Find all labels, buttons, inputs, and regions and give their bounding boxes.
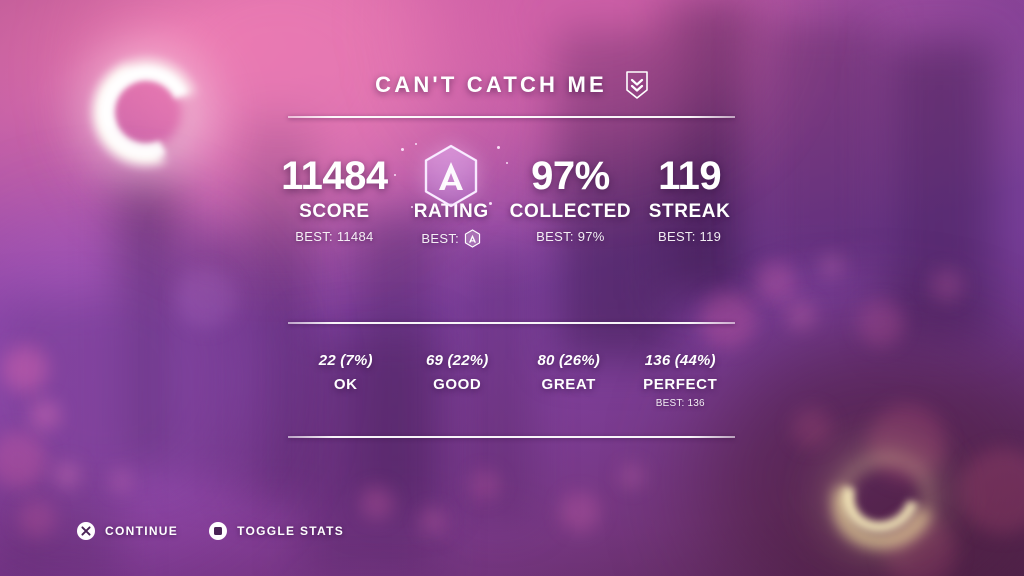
stat-rating-best-text: BEST:: [421, 231, 460, 246]
judgement-good-label: GOOD: [433, 376, 482, 393]
touchpad-button-icon: [209, 522, 228, 540]
stat-collected: 97% COLLECTED BEST: 97%: [510, 152, 632, 244]
judgement-good-count: 69 (22%): [426, 352, 489, 369]
continue-button-label: CONTINUE: [105, 524, 179, 538]
divider-bottom: [288, 436, 735, 438]
stat-score-best-text: BEST: 11484: [295, 229, 374, 244]
stat-score-label: SCORE: [299, 201, 370, 222]
page-title: CAN'T CATCH ME: [375, 72, 607, 97]
judgement-ok-label: OK: [333, 376, 358, 393]
judgement-ok-count: 22 (7%): [318, 352, 373, 369]
judgement-perfect-best: BEST: 136: [655, 398, 705, 409]
judgement-perfect-count: 136 (44%): [644, 352, 716, 369]
stat-rating-best: BEST:: [393, 229, 510, 248]
judgement-breakdown: 22 (7%) OK 69 (22%) GOOD 80 (26%) GREAT …: [290, 352, 736, 422]
stat-streak-best-text: BEST: 119: [658, 229, 722, 244]
divider-middle: [288, 322, 735, 324]
stat-streak-best: BEST: 119: [631, 229, 748, 244]
judgement-great-count: 80 (26%): [537, 352, 600, 369]
judgement-great-label: GREAT: [541, 376, 596, 393]
continue-button[interactable]: CONTINUE: [76, 521, 178, 541]
judgement-perfect: 136 (44%) PERFECT BEST: 136: [625, 352, 737, 409]
stat-collected-best: BEST: 97%: [510, 229, 632, 244]
stat-collected-value: 97%: [531, 154, 610, 198]
stat-streak-label: STREAK: [648, 201, 731, 222]
stat-collected-best-text: BEST: 97%: [536, 229, 605, 244]
toggle-stats-button[interactable]: TOGGLE STATS: [208, 521, 344, 541]
button-prompts: CONTINUE TOGGLE STATS: [76, 521, 344, 541]
judgement-perfect-label: PERFECT: [643, 376, 718, 393]
rating-hexagon-a-icon: [425, 144, 478, 208]
summary-stats: 11484 SCORE BEST: 11484: [276, 143, 748, 272]
double-chevron-shield-icon: [625, 70, 649, 100]
header: CAN'T CATCH ME: [0, 70, 1024, 100]
stat-rating-label: RATING: [413, 201, 489, 222]
best-rating-hexagon-a-icon: [464, 229, 481, 248]
stat-rating: RATING BEST:: [393, 143, 510, 248]
toggle-stats-button-label: TOGGLE STATS: [237, 524, 345, 538]
stat-streak: 119 STREAK BEST: 119: [631, 152, 748, 244]
judgement-ok: 22 (7%) OK: [290, 352, 402, 398]
cross-button-icon: [77, 522, 95, 540]
judgement-good: 69 (22%) GOOD: [402, 352, 514, 398]
judgement-great: 80 (26%) GREAT: [513, 352, 625, 398]
divider-top: [288, 116, 735, 118]
stat-collected-label: COLLECTED: [509, 201, 632, 222]
stat-score-best: BEST: 11484: [276, 229, 393, 244]
stat-score: 11484 SCORE BEST: 11484: [276, 152, 393, 244]
stat-streak-value: 119: [658, 154, 722, 198]
rating-badge-container: [393, 143, 510, 208]
stat-score-value: 11484: [281, 154, 388, 198]
